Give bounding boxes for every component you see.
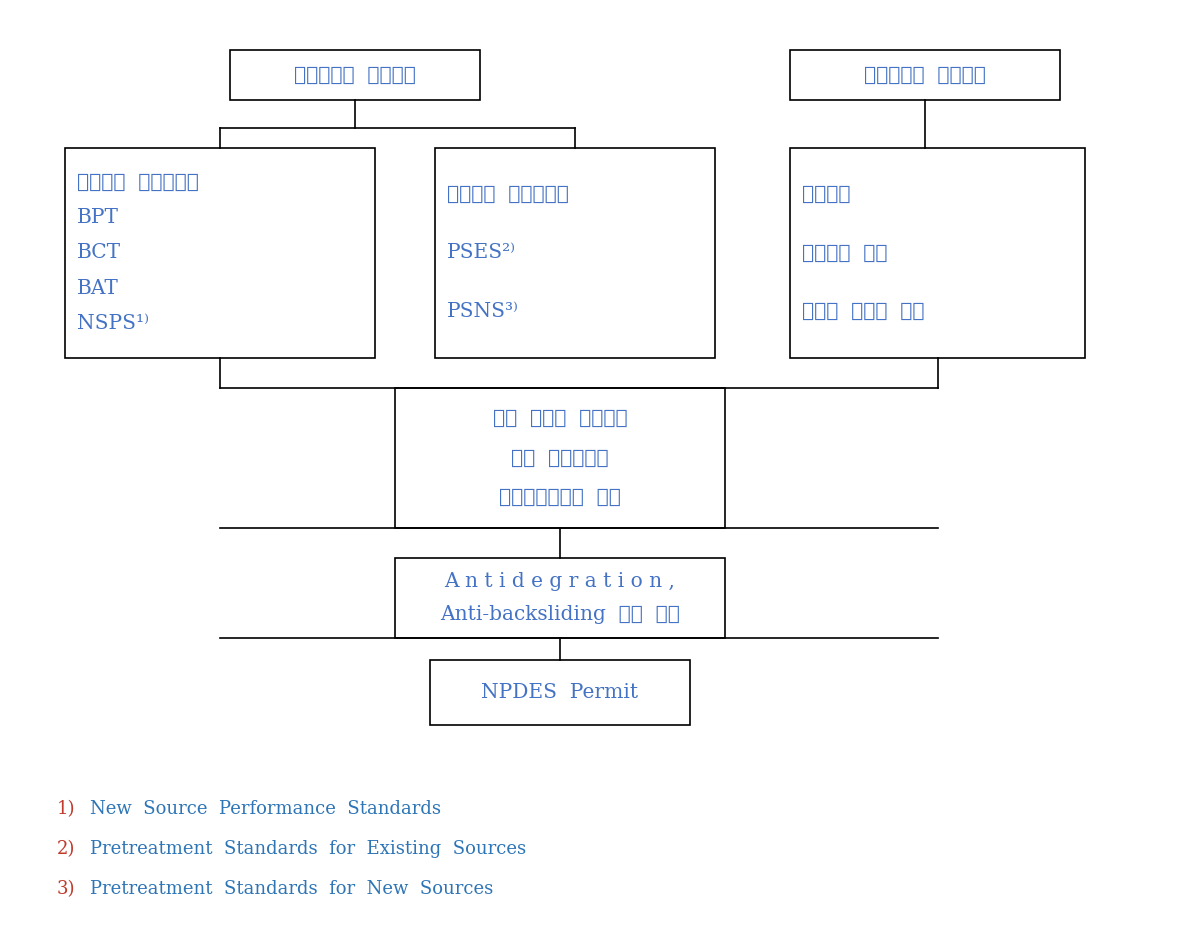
Text: 1): 1) bbox=[57, 800, 75, 818]
Text: BAT: BAT bbox=[77, 278, 119, 297]
Text: 간접적인  폐수배출자: 간접적인 폐수배출자 bbox=[447, 184, 569, 203]
Text: NSPS¹⁾: NSPS¹⁾ bbox=[77, 314, 149, 333]
Bar bbox=[395, 388, 725, 528]
Text: Pretreatment  Standards  for  New  Sources: Pretreatment Standards for New Sources bbox=[90, 880, 493, 898]
Text: 폐수제한기준의  설정: 폐수제한기준의 설정 bbox=[499, 487, 621, 506]
Text: 가장  엄격한  기술중심: 가장 엄격한 기술중심 bbox=[492, 409, 627, 428]
Text: 직접적인  폐수배출자: 직접적인 폐수배출자 bbox=[77, 173, 199, 192]
Bar bbox=[395, 558, 725, 638]
Text: A n t i d e g r a t i o n ,: A n t i d e g r a t i o n , bbox=[445, 572, 676, 591]
Text: PSNS³⁾: PSNS³⁾ bbox=[447, 302, 519, 321]
Text: New  Source  Performance  Standards: New Source Performance Standards bbox=[90, 800, 441, 818]
Text: 수질중심의  폐수관리: 수질중심의 폐수관리 bbox=[865, 66, 986, 85]
Text: 2): 2) bbox=[57, 840, 75, 858]
Text: BPT: BPT bbox=[77, 208, 119, 227]
Text: Pretreatment  Standards  for  Existing  Sources: Pretreatment Standards for Existing Sour… bbox=[90, 840, 527, 858]
Text: BCT: BCT bbox=[77, 243, 121, 262]
Text: NPDES  Permit: NPDES Permit bbox=[482, 683, 638, 702]
Text: 3): 3) bbox=[57, 880, 75, 898]
Bar bbox=[230, 50, 480, 100]
Text: PSES²⁾: PSES²⁾ bbox=[447, 243, 516, 262]
Bar bbox=[65, 148, 375, 358]
Text: 적당한  희석량  설정: 적당한 희석량 설정 bbox=[802, 302, 925, 321]
Text: 수질기준  설정: 수질기준 설정 bbox=[802, 243, 887, 262]
Text: 기술중심의  폐수관리: 기술중심의 폐수관리 bbox=[294, 66, 416, 85]
Bar bbox=[435, 148, 715, 358]
Text: 용도설정: 용도설정 bbox=[802, 184, 850, 203]
Bar bbox=[431, 660, 690, 725]
Bar bbox=[790, 148, 1085, 358]
Text: Anti-backsliding  문제  고려: Anti-backsliding 문제 고려 bbox=[440, 605, 680, 624]
Bar bbox=[790, 50, 1060, 100]
Text: 또는  수질중심의: 또는 수질중심의 bbox=[511, 448, 608, 467]
